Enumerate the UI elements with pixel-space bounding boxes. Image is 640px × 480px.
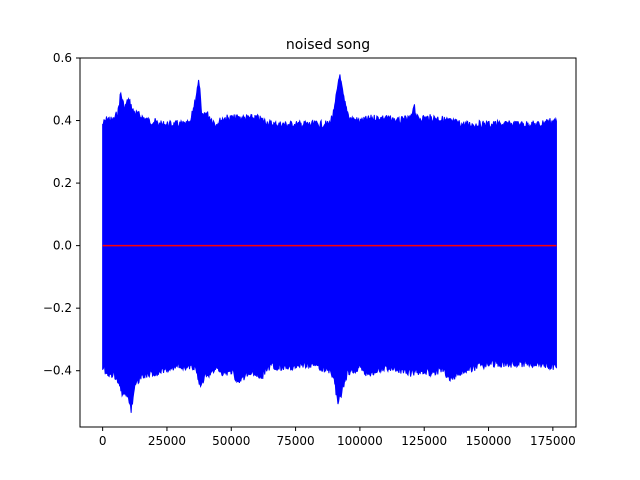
plot-area xyxy=(102,74,557,413)
x-tick-label: 150000 xyxy=(466,434,512,448)
axes-frame xyxy=(79,57,577,428)
y-tick-label: 0.4 xyxy=(53,114,72,128)
y-tick-label: 0.6 xyxy=(53,51,72,65)
chart-title: noised song xyxy=(286,37,370,53)
y-tick-label: −0.4 xyxy=(43,364,72,378)
x-tick-label: 0 xyxy=(99,434,107,448)
axes: 0 25000 50000 75000 100000 125000 150000 175000… xyxy=(43,51,577,448)
x-tick-label: 75000 xyxy=(276,434,314,448)
y-tick-label: 0.0 xyxy=(53,239,72,253)
y-tick-label: −0.2 xyxy=(43,301,72,315)
x-tick-label: 125000 xyxy=(401,434,447,448)
x-tick-label: 50000 xyxy=(212,434,250,448)
x-tick-label: 100000 xyxy=(337,434,383,448)
x-tick-label: 25000 xyxy=(148,434,186,448)
x-tick-label: 175000 xyxy=(530,434,576,448)
waveform-series xyxy=(102,74,557,413)
y-tick-label: 0.2 xyxy=(53,176,72,190)
